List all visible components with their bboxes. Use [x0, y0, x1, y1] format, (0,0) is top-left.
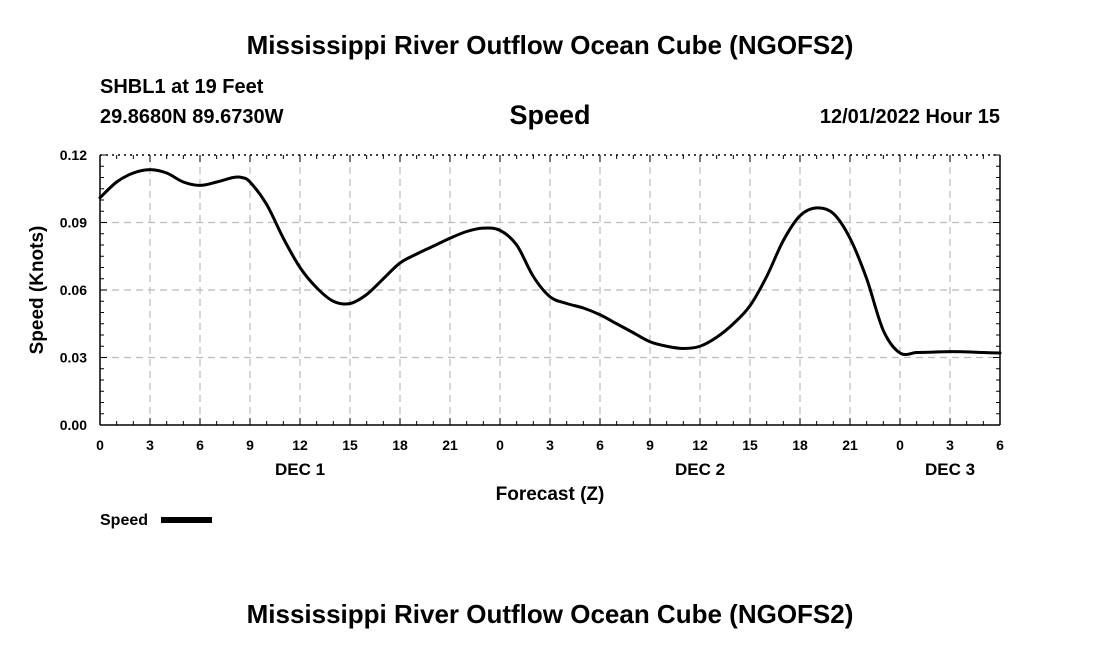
x-tick-label: 9 [646, 437, 654, 453]
labels: 0 3 6 9 12 15 18 21 0 3 6 9 12 15 18 21 0 3 6 0.00 0.03 0.06 0… [27, 147, 1004, 529]
axes [99, 154, 1001, 426]
datetime-label: 12/01/2022 Hour 15 [819, 106, 1000, 128]
x-tick-label: 3 [946, 437, 954, 453]
variable-title: Speed [509, 100, 591, 130]
x-tick-label: 0 [896, 437, 904, 453]
x-tick-label: 15 [742, 437, 758, 453]
x-tick-label: 6 [196, 437, 204, 453]
x-tick-label: 18 [392, 437, 408, 453]
x-tick-label: 15 [342, 437, 358, 453]
y-tick-label: 0.12 [60, 147, 87, 163]
grid [100, 155, 1000, 425]
x-tick-label: 12 [292, 437, 308, 453]
series [98, 168, 1002, 357]
x-tick-label: 21 [842, 437, 858, 453]
x-tick-label: 6 [996, 437, 1004, 453]
x-tick-label: 9 [246, 437, 254, 453]
chart-title: Mississippi River Outflow Ocean Cube (NG… [246, 30, 854, 60]
date-label: DEC 1 [275, 460, 325, 479]
x-tick-label: 21 [442, 437, 458, 453]
legend-label: Speed [100, 512, 148, 529]
x-tick-label: 0 [496, 437, 504, 453]
y-tick-label: 0.06 [60, 282, 87, 298]
x-tick-label: 18 [792, 437, 808, 453]
date-label: DEC 2 [675, 460, 725, 479]
x-tick-label: 0 [96, 437, 104, 453]
y-tick-label: 0.00 [60, 417, 87, 433]
x-tick-label: 3 [146, 437, 154, 453]
station-label: SHBL1 at 19 Feet [100, 76, 264, 98]
x-tick-label: 12 [692, 437, 708, 453]
y-tick-label: 0.09 [60, 215, 87, 231]
date-label: DEC 3 [925, 460, 975, 479]
footer-title: Mississippi River Outflow Ocean Cube (NG… [246, 599, 854, 629]
x-tick-label: 6 [596, 437, 604, 453]
series-line-speed [98, 168, 1002, 357]
y-tick-label: 0.03 [60, 350, 87, 366]
x-tick-label: 3 [546, 437, 554, 453]
y-axis-title: Speed (Knots) [27, 226, 48, 355]
legend-swatch [161, 517, 212, 523]
coordinates-label: 29.8680N 89.6730W [100, 106, 284, 128]
x-axis-title: Forecast (Z) [496, 484, 605, 505]
